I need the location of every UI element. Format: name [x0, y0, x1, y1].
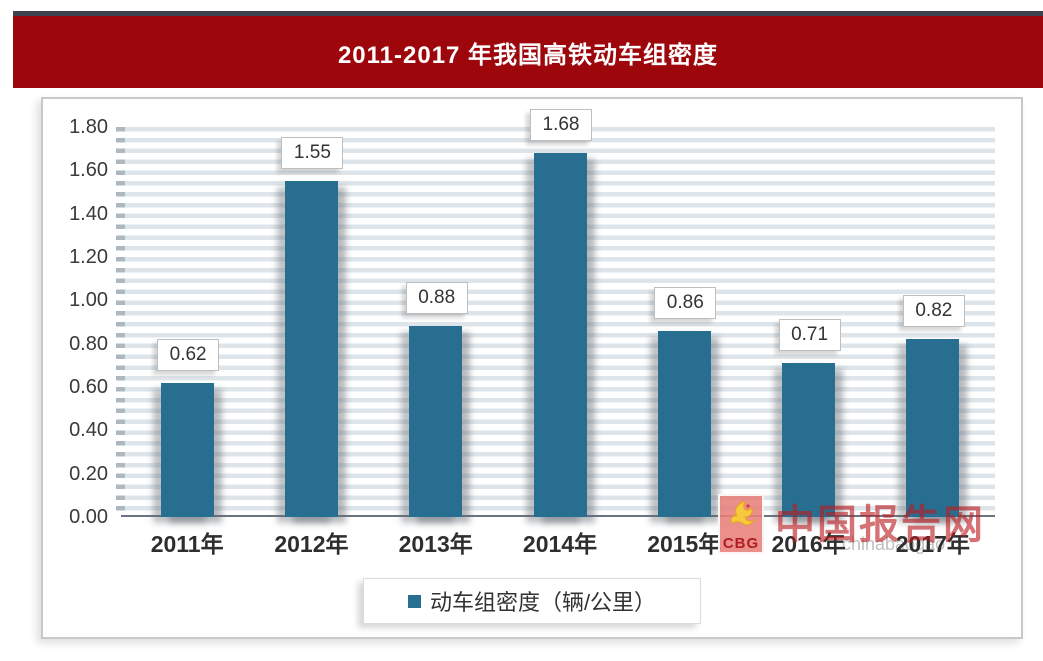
- x-axis-label: 2013年: [398, 531, 473, 557]
- watermark-logo: CBG: [718, 494, 764, 554]
- bar: [284, 181, 338, 517]
- x-axis-label: 2012年: [274, 531, 349, 557]
- bar-value-label: 0.82: [902, 295, 965, 328]
- legend-marker-square-icon: [407, 594, 421, 608]
- bar: [906, 339, 960, 517]
- bar-value-label: 0.86: [654, 286, 717, 319]
- y-axis-label: 1.60: [69, 159, 108, 182]
- y-axis-label: 1.80: [69, 116, 108, 138]
- bar: [160, 382, 214, 517]
- watermark-logo-text: CBG: [722, 535, 760, 552]
- y-axis-label: 0.80: [69, 332, 108, 355]
- bar-value-label: 1.68: [530, 109, 592, 141]
- bar: [782, 363, 836, 517]
- watermark-url-text: chinabaogao: [842, 534, 946, 554]
- x-axis-label: 2014年: [522, 531, 598, 557]
- bar: [657, 330, 711, 517]
- bar-value-label: 1.55: [281, 137, 344, 170]
- watermark-site-name: 中国报告网: [775, 503, 985, 547]
- phoenix-icon: [730, 501, 756, 526]
- y-axis-label: 1.20: [69, 246, 108, 268]
- chart-title: 2011-2017 年我国高铁动车组密度: [337, 41, 719, 69]
- bar-value-label: 0.71: [778, 319, 841, 352]
- x-axis-label: 2011年: [150, 531, 224, 557]
- x-axis-label: 2016年: [771, 531, 846, 557]
- bar-value-label: 0.62: [157, 338, 220, 371]
- legend-series-label: 动车组密度（辆/公里）: [429, 590, 657, 615]
- y-axis-label: 1.40: [69, 202, 108, 225]
- x-axis-label: 2015年: [647, 531, 722, 557]
- x-axis-label: 2017年: [895, 531, 970, 557]
- top-accent-strip: [13, 11, 1043, 16]
- y-axis-label: 0.60: [69, 376, 108, 398]
- y-axis-label: 1.00: [69, 289, 108, 312]
- y-axis-label: 0.00: [69, 506, 108, 528]
- title-banner: 2011-2017 年我国高铁动车组密度: [13, 16, 1043, 88]
- y-axis-tick-marks: [116, 127, 125, 517]
- bar: [533, 153, 587, 517]
- bar-value-label: 0.88: [405, 282, 468, 315]
- y-axis-label: 0.40: [69, 419, 108, 442]
- y-axis-label: 0.20: [69, 462, 108, 485]
- legend: 动车组密度（辆/公里）: [363, 578, 701, 624]
- bar: [409, 326, 463, 517]
